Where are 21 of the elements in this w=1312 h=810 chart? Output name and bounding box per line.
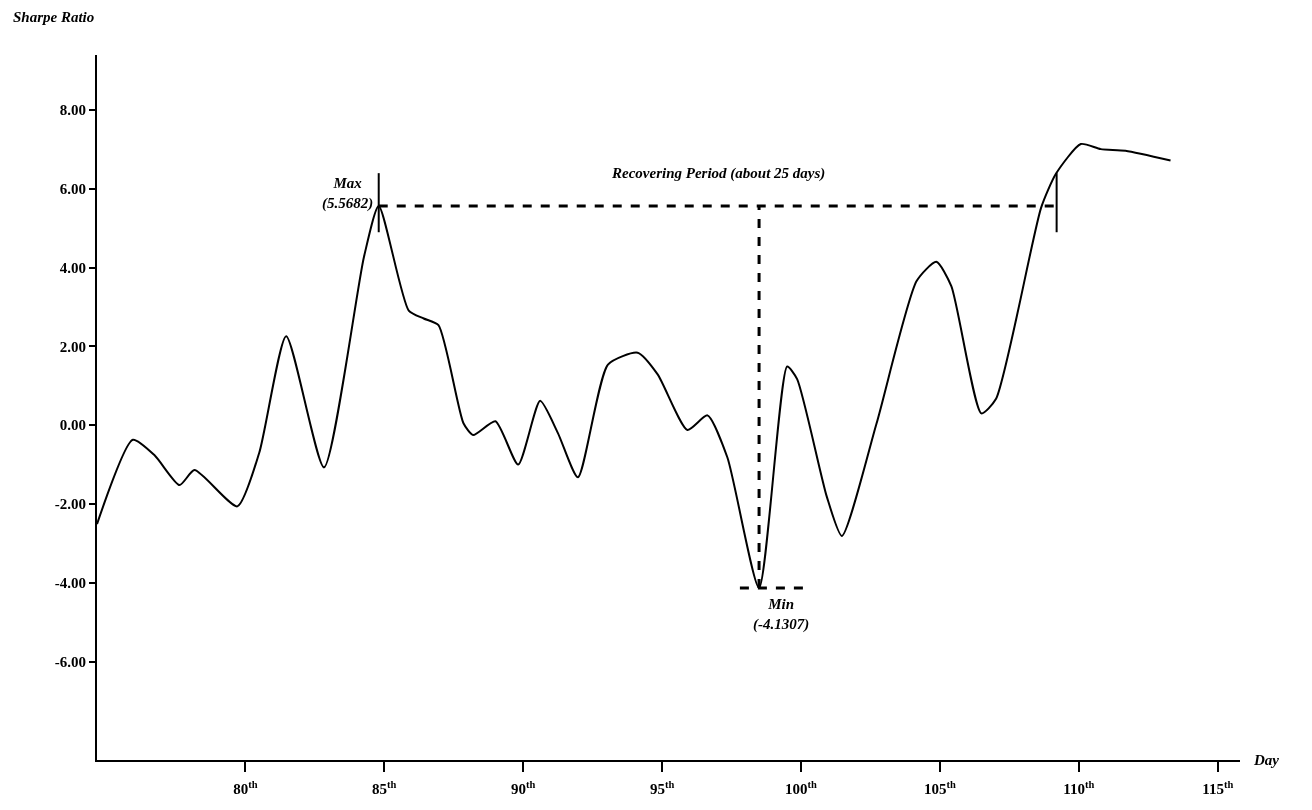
y-tick-label: 2.00 [59,338,86,355]
x-tick-label: 100$^{th}$ [785,778,818,797]
x-tick-label: 105$^{th}$ [924,778,957,797]
y-tick-label: 4.00 [59,259,86,276]
x-tick-label: 95$^{th}$ [649,778,675,797]
y-tick-label: 0.00 [59,417,86,434]
y-tick-label: -6.00 [54,653,86,670]
y-tick-label: 8.00 [59,102,86,119]
annotation: Max (5.5682) [322,175,374,212]
x-tick-label: 85$^{th}$ [372,778,397,797]
y-tick-label: 6.00 [59,181,86,198]
x-tick-label: 110$^{th}$ [1063,778,1095,797]
x-axis-title: Day [1253,752,1280,768]
annotation: Min (-4.1307) [753,596,810,633]
x-tick-label: 90$^{th}$ [511,778,536,797]
y-tick-label: -2.00 [54,496,86,513]
annotation: Recovering Period (about 25 days) [611,165,826,182]
x-tick-label: 80$^{th}$ [233,778,258,797]
x-tick-label: 115$^{th}$ [1202,778,1234,797]
y-tick-label: -4.00 [54,575,86,592]
y-axis-title: Sharpe Ratio [13,9,95,25]
